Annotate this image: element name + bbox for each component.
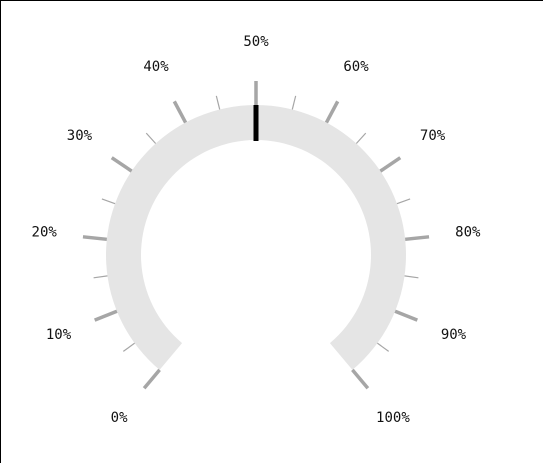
minor-tick [145,132,157,144]
minor-tick [355,132,367,144]
tick-label: 80% [455,225,481,241]
tick-label: 40% [143,59,169,75]
major-tick [404,235,430,242]
major-tick [379,156,402,173]
tick-label: 70% [420,128,446,144]
tick-label: 0% [111,410,128,426]
minor-tick [215,95,221,110]
major-tick [94,309,118,322]
gauge-tick-labels: 0% 10% 20% 30% 40% 50% 60% 70% 80% 90% 100% [32,34,482,426]
major-tick [324,100,340,124]
minor-tick [101,198,116,205]
major-tick [142,368,161,390]
tick-label: 20% [32,225,58,241]
tick-label: 100% [376,410,410,426]
minor-tick [122,342,136,352]
major-tick [110,156,133,173]
tick-label: 90% [441,327,467,343]
major-tick [82,235,108,242]
tick-label: 50% [243,34,269,50]
major-tick [351,368,370,390]
major-tick [172,100,188,124]
minor-tick [376,342,390,352]
major-tick [394,309,418,322]
gauge-track [106,105,407,370]
minor-tick [404,275,419,279]
gauge-ticks [82,81,430,390]
minor-tick [93,275,108,279]
tick-label: 60% [343,59,369,75]
tick-label: 30% [67,128,93,144]
tick-label: 10% [46,327,72,343]
minor-tick [291,95,297,110]
minor-tick [396,198,411,205]
